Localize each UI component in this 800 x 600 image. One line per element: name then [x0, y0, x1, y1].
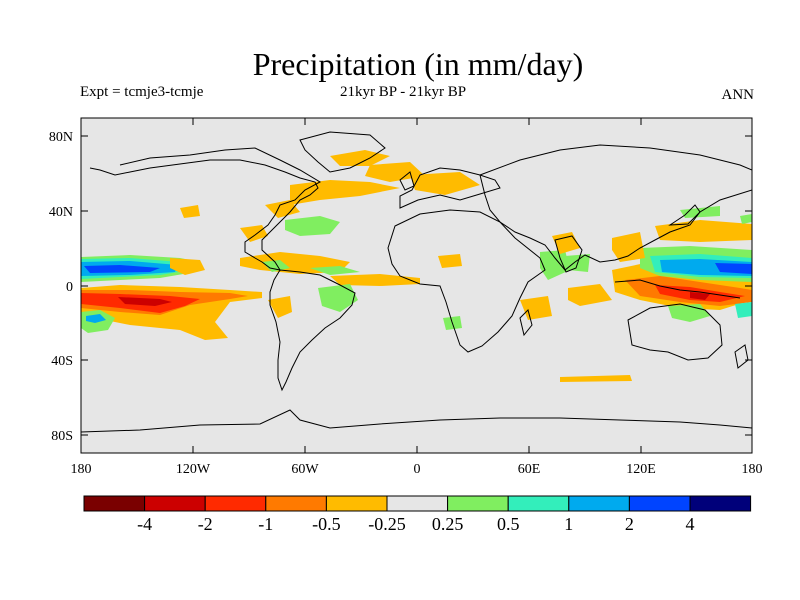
lat-label-80n: 80N [49, 130, 73, 145]
coastlines [81, 131, 752, 433]
anomaly-scandinavia-orange [410, 172, 480, 195]
colorbar-label-3: -0.5 [312, 514, 341, 534]
anomaly-east-indian-ocean-orange [568, 284, 612, 306]
colorbar-box-4 [325, 495, 388, 512]
anomaly-east-us-orange [240, 225, 268, 242]
anomaly-atlantic-mid-green [285, 216, 340, 236]
lon-label-60w: 60W [291, 462, 319, 477]
colorbar: -4 -2 -1 -0.5 -0.25 0.25 0.5 1 2 4 [83, 495, 752, 534]
anomaly-east-pacific-dark-red [118, 297, 172, 306]
coast-madagascar [519, 309, 533, 337]
precip-anomaly-field [81, 150, 752, 382]
anomaly-south-pacific-blue [86, 314, 106, 323]
anomaly-pacific-nw-orange [180, 205, 200, 218]
anomaly-horn-africa-green [540, 250, 570, 280]
coast-australia [627, 303, 723, 361]
colorbar-label-8: 2 [625, 514, 634, 534]
anomaly-pacific-northeast-orange [170, 258, 205, 275]
coast-japan [668, 204, 701, 226]
coast-asia [479, 144, 752, 271]
colorbar-label-5: 0.25 [432, 514, 464, 534]
coast-uk [399, 171, 415, 191]
colorbar-box-8 [568, 495, 630, 512]
colorbar-label-4: -0.25 [368, 514, 406, 534]
lon-label-0: 0 [414, 462, 421, 477]
period-label: 21kyr BP - 21kyr BP [340, 84, 467, 100]
anomaly-arctic-orange [365, 162, 425, 182]
coast-indonesia [614, 279, 741, 299]
lon-label-120e: 120E [626, 462, 656, 477]
lon-ticks [192, 118, 642, 453]
colorbar-label-0: -4 [137, 514, 152, 534]
coast-europe [399, 167, 501, 209]
colorbar-labels: -4 -2 -1 -0.5 -0.25 0.25 0.5 1 2 4 [137, 514, 694, 534]
colorbar-label-2: -1 [258, 514, 273, 534]
anomaly-north-pacific-dark-blue [84, 265, 160, 273]
colorbar-box-6 [447, 495, 509, 512]
experiment-label: Expt = tcmje3-tcmje [80, 84, 204, 100]
anomaly-central-africa-orange [438, 254, 462, 268]
coast-north-america [89, 147, 322, 271]
lat-ticks [81, 135, 752, 436]
anomaly-sw-pacific-teal [735, 302, 752, 318]
colorbar-label-6: 0.5 [497, 514, 520, 534]
anomaly-brazil-green [318, 284, 358, 312]
colorbar-box-3 [265, 495, 327, 512]
colorbar-label-1: -2 [198, 514, 213, 534]
lat-label-equator: 0 [66, 280, 73, 295]
anomaly-south-indian-orange [560, 375, 632, 382]
anomaly-south-atlantic-orange [268, 296, 292, 318]
anomaly-west-pacific-dark-blue [715, 263, 752, 274]
colorbar-box-10 [689, 495, 752, 512]
colorbar-label-7: 1 [564, 514, 573, 534]
colorbar-box-2 [204, 495, 267, 512]
map-title: Precipitation (in mm/day) [252, 46, 584, 82]
anomaly-central-america-green [262, 260, 290, 272]
colorbar-label-9: 4 [686, 514, 695, 534]
anomaly-atlantic-itcz-orange [330, 274, 420, 286]
anomaly-south-china-orange [612, 232, 645, 262]
coast-antarctica [81, 409, 752, 433]
coast-africa [387, 209, 546, 353]
lon-label-120w: 120W [176, 462, 211, 477]
anomaly-indian-ocean-orange [520, 296, 552, 320]
coast-south-america [269, 269, 356, 392]
colorbar-boxes [83, 495, 752, 512]
anomaly-japan-orange [655, 220, 752, 242]
lon-label-180-west: 180 [71, 462, 92, 477]
anomaly-dateline-north-green [740, 214, 752, 224]
lat-label-80s: 80S [51, 429, 73, 444]
lon-label-180-east: 180 [742, 462, 763, 477]
anomaly-gulf-orange [265, 200, 300, 218]
lat-label-40s: 40S [51, 354, 73, 369]
lat-label-40n: 40N [49, 205, 73, 220]
coast-greenland [299, 131, 386, 173]
coast-india [554, 235, 583, 273]
lon-label-60e: 60E [518, 462, 541, 477]
colorbar-box-5 [386, 495, 449, 512]
colorbar-box-0 [83, 495, 146, 512]
anomaly-greenland-orange [330, 150, 390, 166]
colorbar-box-1 [144, 495, 206, 512]
colorbar-box-9 [628, 495, 691, 512]
anomaly-new-guinea-darkred [690, 292, 710, 300]
anomaly-atlantic-itcz-green [310, 266, 360, 275]
colorbar-box-7 [507, 495, 570, 512]
season-label: ANN [721, 87, 755, 103]
